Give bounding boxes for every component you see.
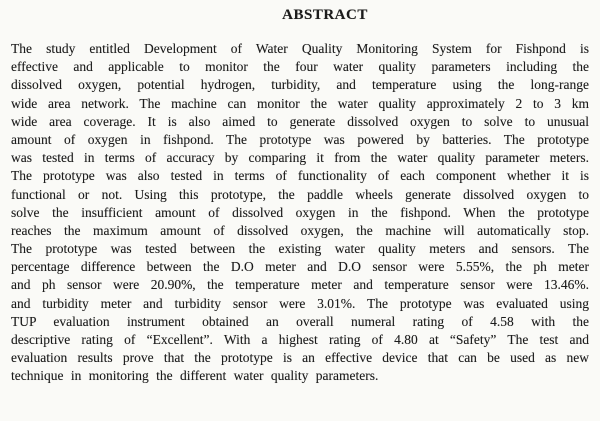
abstract-paragraph: The study entitled Development of Water …	[11, 40, 589, 386]
abstract-line: The prototype was also tested in terms o…	[11, 168, 589, 184]
abstract-line-last: technique in monitoring the different wa…	[11, 368, 379, 384]
abstract-line: evaluation results prove that the protot…	[11, 350, 589, 366]
abstract-line: and turbidity meter and turbidity sensor…	[11, 295, 589, 311]
abstract-line: The study entitled Development of Water …	[11, 41, 589, 56]
abstract-line: was tested in terms of accuracy by compa…	[11, 150, 589, 166]
page-title: ABSTRACT	[282, 7, 368, 23]
abstract-line: percentage difference between the D.O me…	[11, 259, 589, 275]
abstract-line: The prototype was tested between the exi…	[11, 241, 589, 257]
abstract-line: and ph sensor were 20.90%, the temperatu…	[11, 277, 589, 293]
abstract-line: functional or not. Using this prototype,…	[11, 186, 589, 202]
abstract-line: wide area network. The machine can monit…	[11, 95, 589, 111]
abstract-line: dissolved oxygen, potential hydrogen, tu…	[11, 77, 589, 93]
abstract-line: solve the insufficient amount of dissolv…	[11, 204, 589, 220]
abstract-line: amount of oxygen in fishpond. The protot…	[11, 131, 589, 147]
abstract-line: TUP evaluation instrument obtained an ov…	[11, 313, 589, 329]
abstract-line: reaches the maximum amount of dissolved …	[11, 222, 589, 238]
abstract-line: wide area coverage. It is also aimed to …	[11, 113, 589, 129]
abstract-line: descriptive rating of “Excellent”. With …	[11, 332, 589, 347]
abstract-page: ABSTRACT The study entitled Development …	[0, 7, 600, 421]
abstract-line: effective and applicable to monitor the …	[11, 59, 589, 75]
